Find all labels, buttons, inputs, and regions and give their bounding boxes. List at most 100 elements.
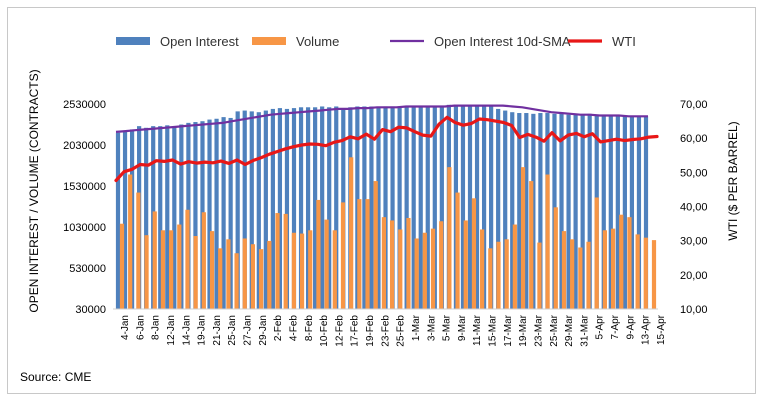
volume-bar bbox=[537, 242, 542, 309]
x-tick-label: 12-Jan bbox=[166, 315, 177, 346]
legend-label: Volume bbox=[296, 34, 339, 49]
open-interest-bar bbox=[172, 126, 177, 309]
volume-bar bbox=[488, 248, 493, 309]
volume-bar bbox=[520, 167, 526, 309]
x-tick-label: 23-Mar bbox=[534, 314, 545, 346]
x-tick-label: 25-Mar bbox=[549, 314, 560, 346]
open-interest-bar bbox=[538, 113, 543, 310]
y-tick-label: 30000 bbox=[75, 304, 106, 316]
volume-bar bbox=[144, 235, 149, 309]
open-interest-bar bbox=[320, 106, 325, 310]
volume-bar bbox=[201, 212, 206, 309]
x-tick-label: 31-Mar bbox=[579, 314, 590, 346]
volume-bar bbox=[529, 181, 534, 309]
open-interest-bar bbox=[256, 112, 261, 309]
wti-line bbox=[114, 115, 659, 183]
volume-bar bbox=[439, 221, 444, 309]
open-interest-bar bbox=[460, 104, 466, 309]
volume-bar bbox=[586, 241, 591, 309]
volume-bar bbox=[209, 231, 215, 309]
open-interest-bar bbox=[122, 131, 128, 309]
y2-tick-label: 20,00 bbox=[680, 270, 708, 282]
volume-bar bbox=[185, 209, 190, 309]
open-interest-bar bbox=[221, 117, 226, 310]
open-interest-bar bbox=[510, 112, 515, 309]
open-interest-bar bbox=[643, 116, 649, 309]
open-interest-bar bbox=[559, 113, 564, 309]
open-interest-bar bbox=[601, 114, 606, 309]
volume-bar bbox=[259, 249, 264, 309]
open-interest-bar bbox=[587, 113, 592, 309]
x-tick-label: 2-Feb bbox=[273, 315, 284, 342]
volume-bar bbox=[193, 236, 198, 309]
open-interest-bar bbox=[249, 111, 254, 309]
open-interest-bar bbox=[242, 110, 247, 309]
open-interest-bar bbox=[418, 106, 423, 310]
x-tick-label: 10-Feb bbox=[319, 315, 330, 347]
x-tick-label: 11-Mar bbox=[472, 314, 483, 346]
y-tick-label: 1030000 bbox=[63, 222, 106, 234]
open-interest-bar bbox=[439, 105, 444, 309]
open-interest-bar bbox=[397, 107, 402, 309]
x-tick-label: 6-Jan bbox=[135, 315, 146, 340]
volume-bar bbox=[610, 228, 616, 309]
y-tick-label: 1530000 bbox=[63, 181, 106, 193]
x-tick-label: 29-Mar bbox=[564, 314, 575, 346]
volume-bar bbox=[651, 240, 657, 309]
open-interest-bar bbox=[305, 107, 311, 309]
volume-bar bbox=[177, 224, 182, 309]
x-tick-label: 13-Apr bbox=[641, 314, 652, 345]
volume-bar bbox=[218, 248, 223, 309]
x-tick-label: 3-Mar bbox=[426, 314, 437, 341]
y2-tick-label: 30,00 bbox=[680, 236, 708, 248]
x-tick-label: 15-Apr bbox=[656, 314, 667, 345]
x-tick-label: 17-Feb bbox=[350, 315, 361, 347]
open-interest-bar bbox=[362, 106, 367, 310]
open-interest-bar bbox=[270, 108, 275, 309]
x-tick-label: 25-Feb bbox=[396, 315, 407, 347]
combo-chart: Open Interest Volume Open Interest 10d-SMA… bbox=[27, 34, 740, 347]
volume-bar bbox=[447, 167, 452, 309]
legend-swatch-open-interest bbox=[116, 37, 150, 45]
open-interest-bar bbox=[277, 108, 283, 309]
volume-bar bbox=[242, 238, 247, 309]
y2-tick-label: 60,00 bbox=[680, 133, 708, 145]
x-tick-label: 15-Mar bbox=[488, 314, 499, 346]
open-interest-bar bbox=[214, 118, 219, 309]
open-interest-bar bbox=[629, 116, 635, 309]
open-interest-bar bbox=[531, 113, 536, 309]
volume-bar bbox=[169, 230, 174, 309]
volume-bar bbox=[570, 239, 575, 309]
volume-bar bbox=[234, 253, 239, 309]
x-tick-label: 1-Mar bbox=[411, 314, 422, 341]
legend-label: Open Interest bbox=[160, 34, 239, 49]
volume-bar bbox=[250, 244, 256, 309]
x-tick-label: 4-Jan bbox=[120, 315, 131, 340]
volume-bar bbox=[422, 232, 427, 309]
open-interest-bar bbox=[263, 110, 268, 309]
x-tick-label: 19-Mar bbox=[518, 314, 529, 346]
sma-line-group bbox=[115, 104, 648, 133]
open-interest-bar bbox=[503, 110, 508, 309]
volume-bar bbox=[594, 197, 599, 309]
volume-bar bbox=[545, 174, 550, 309]
volume-bar bbox=[406, 217, 411, 309]
open-interest-bar bbox=[165, 125, 170, 309]
volume-bar bbox=[324, 219, 329, 309]
volume-bar bbox=[160, 230, 166, 309]
y2-axis-label: WTI ($ PER BARREL) bbox=[726, 121, 740, 240]
volume-bar bbox=[635, 234, 640, 309]
open-interest-bar bbox=[298, 107, 304, 309]
x-tick-label: 21-Jan bbox=[212, 315, 223, 346]
x-tick-label: 5-Mar bbox=[442, 314, 453, 341]
legend-label: WTI bbox=[612, 34, 636, 49]
volume-bar bbox=[316, 199, 321, 309]
chart-frame: Open Interest Volume Open Interest 10d-SMA… bbox=[7, 7, 756, 394]
y-tick-label: 2030000 bbox=[63, 140, 106, 152]
open-interest-sma-line bbox=[115, 104, 648, 133]
open-interest-bar bbox=[235, 111, 240, 309]
x-tick-label: 25-Jan bbox=[227, 315, 238, 346]
volume-bar bbox=[561, 231, 567, 309]
volume-bar bbox=[136, 192, 141, 309]
open-interest-bar bbox=[489, 106, 494, 310]
